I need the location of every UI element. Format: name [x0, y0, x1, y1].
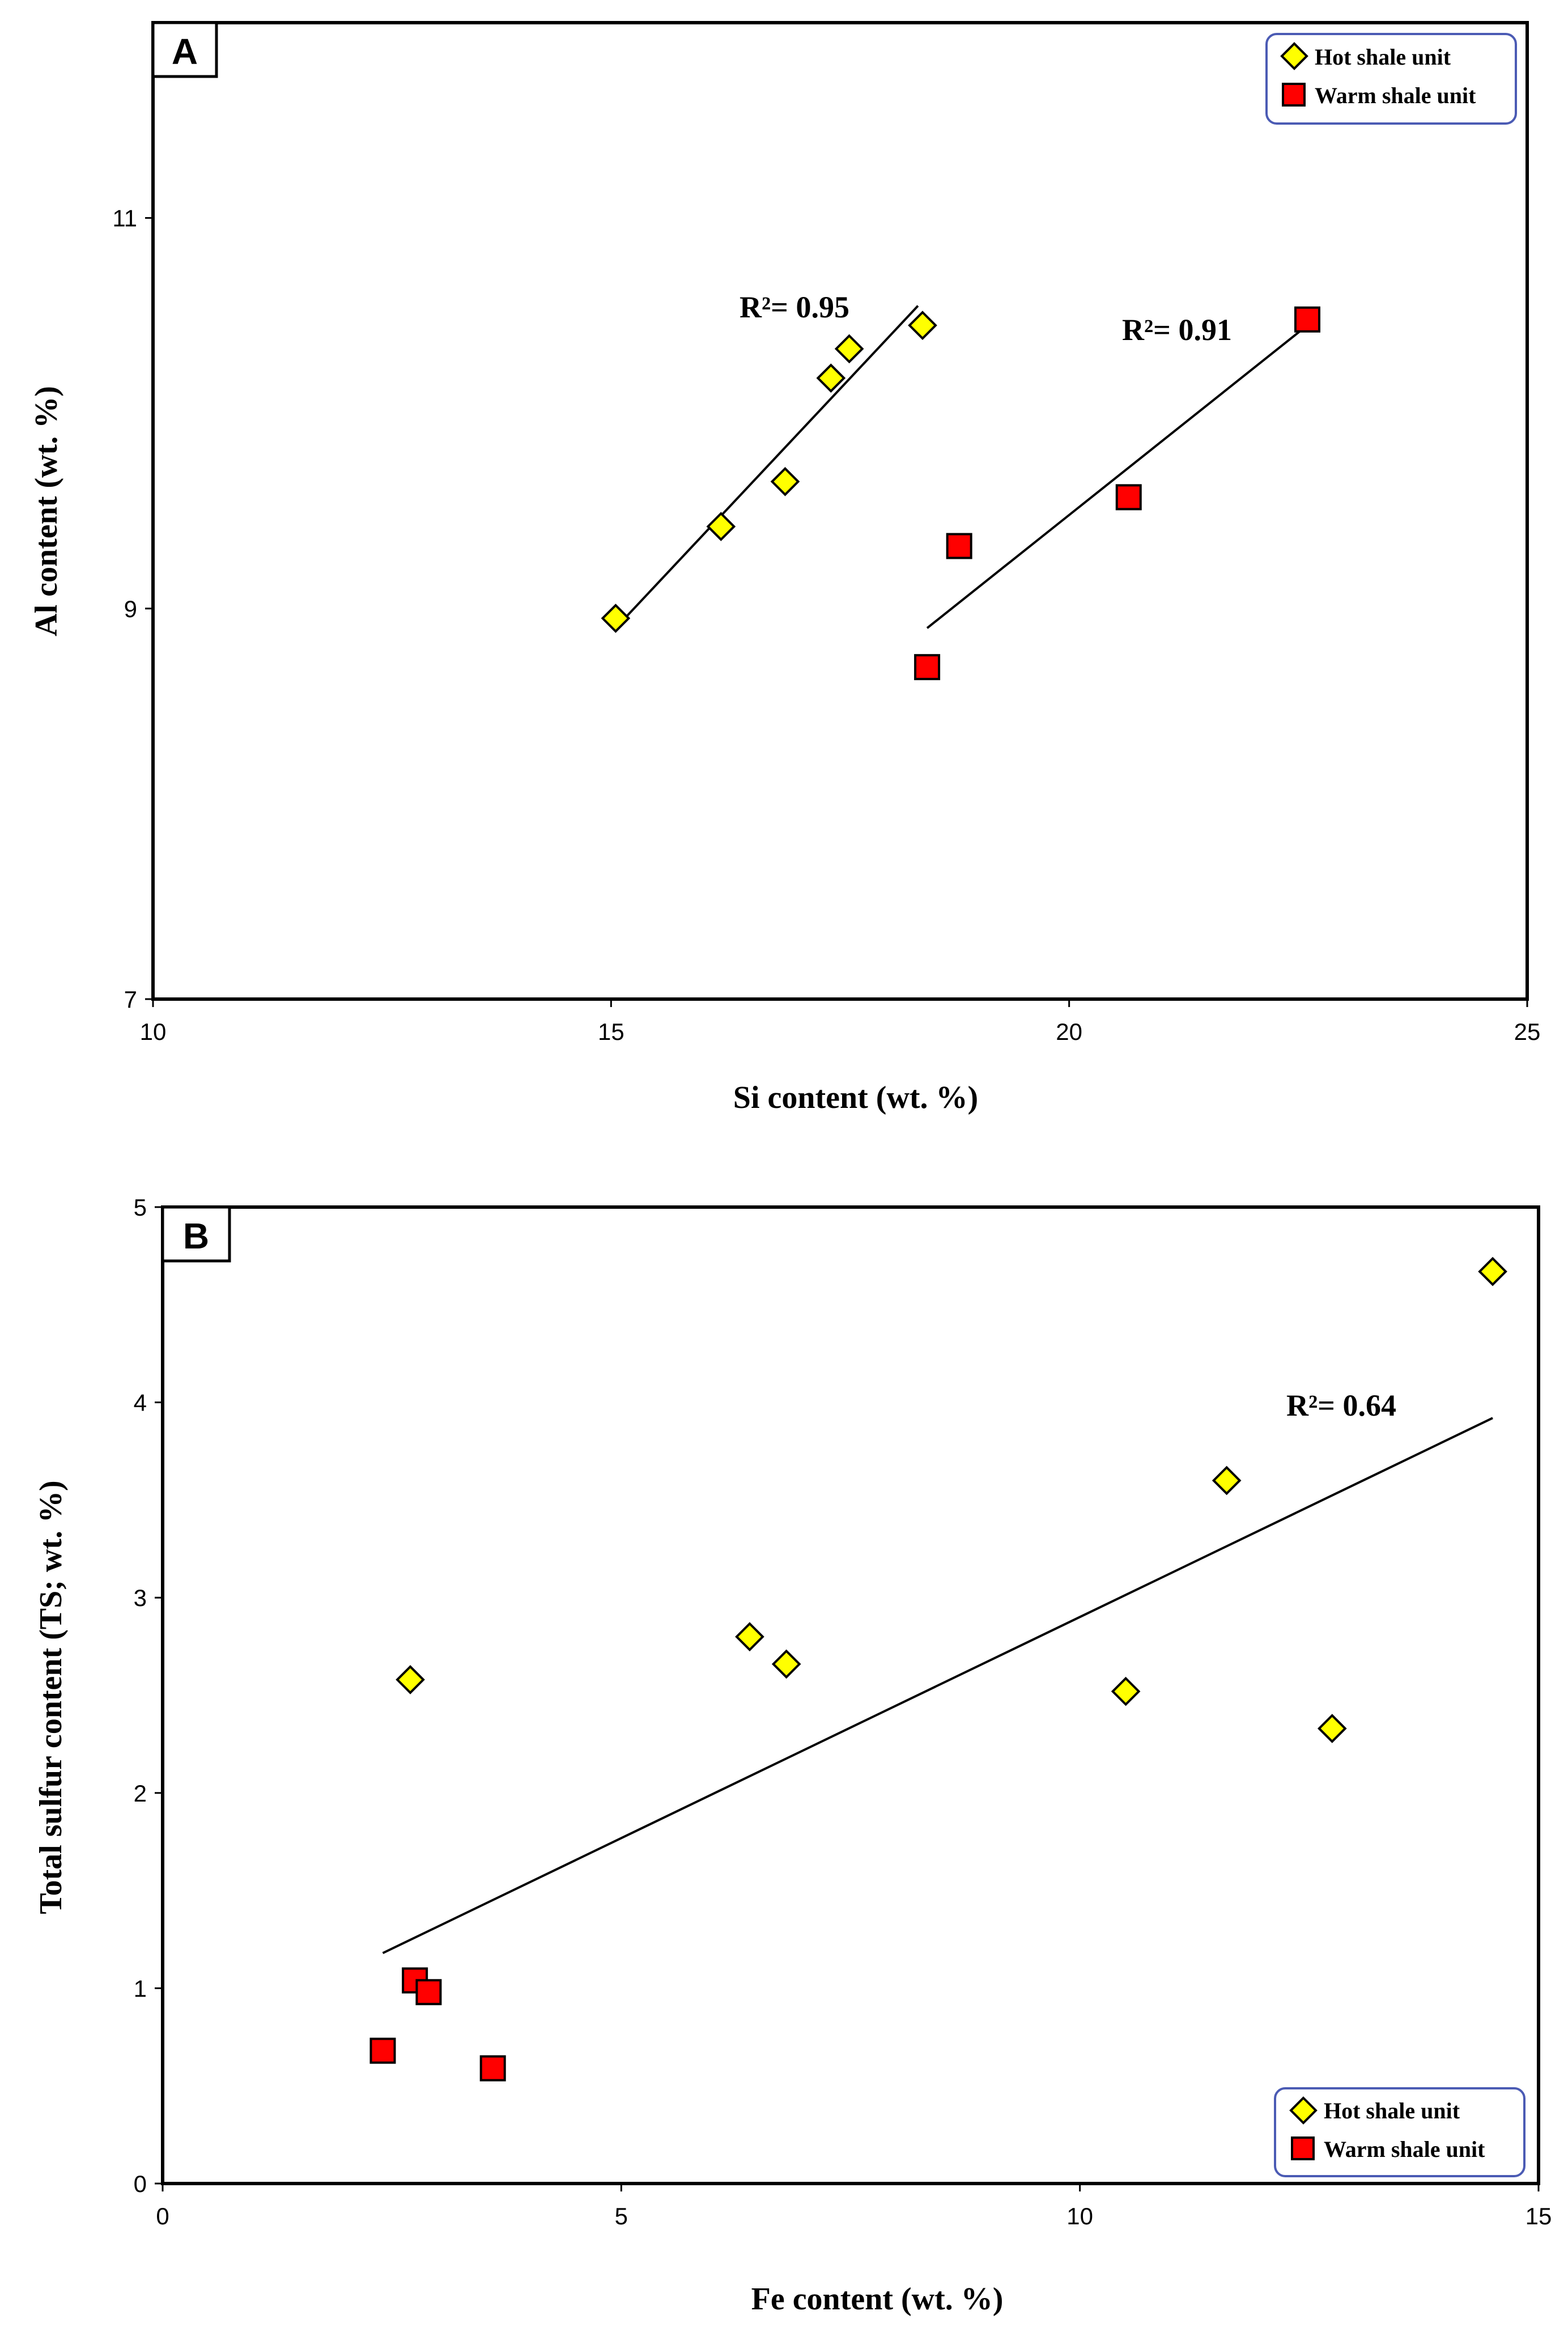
- panel-b-hot-shale-point: [396, 1665, 425, 1694]
- panel-a-legend-box: [1265, 33, 1517, 125]
- panel-a-letter: A: [172, 31, 198, 72]
- panel-a-chart: A 10 15 20 25 7 9 11 R²= 0.95 R²= 0.91 Si cont…: [29, 21, 1540, 1115]
- panel-a-trendline-hot: [614, 305, 919, 629]
- panel-b-chart: B 0 5 10 15 0 1 2 3 4 5 R²= 0.64 Fe content (wt. …: [33, 1194, 1552, 2317]
- panel-b-legend-hot-marker: [1289, 2096, 1318, 2125]
- panel-b-trendlines: [382, 1417, 1493, 1955]
- panel-b-letter: B: [183, 1216, 209, 1256]
- panel-a-r2-warm: R²= 0.91: [1122, 313, 1232, 347]
- panel-b-warm-shale-point: [369, 2037, 396, 2064]
- panel-a-x-tick-label: 20: [1056, 1018, 1082, 1045]
- panel-b-r2: R²= 0.64: [1286, 1388, 1396, 1422]
- panel-a-hot-shale-point: [908, 311, 937, 340]
- panel-b-legend-hot-label: Hot shale unit: [1324, 2098, 1460, 2123]
- panel-b-warm-shale-point: [479, 2055, 506, 2082]
- panel-a-legend-hot-label: Hot shale unit: [1315, 44, 1451, 70]
- panel-a-y-tick-label: 11: [112, 205, 137, 232]
- panel-b-plot-frame: [161, 1205, 1540, 2185]
- panel-b-hot-shale-point: [1317, 1714, 1347, 1743]
- panel-b-letter-box: [161, 1205, 231, 1263]
- panel-b-legend: Hot shale unit Warm shale unit: [1274, 2087, 1525, 2177]
- panel-b-hot-shale-point: [771, 1649, 801, 1679]
- panel-a-legend: Hot shale unit Warm shale unit: [1265, 33, 1517, 125]
- panel-a-y-tick-label: 9: [124, 596, 137, 622]
- panel-a-y-axis-title: Al content (wt. %): [29, 386, 64, 636]
- panel-b-x-tick-label: 5: [615, 2203, 628, 2229]
- panel-a-hot-shale-point: [770, 466, 800, 496]
- panel-b-y-tick-label: 5: [134, 1194, 147, 1221]
- panel-b-legend-warm-label: Warm shale unit: [1324, 2136, 1485, 2162]
- panel-b-x-axis-title: Fe content (wt. %): [751, 2282, 1004, 2317]
- panel-a-y-tick-label: 7: [124, 986, 137, 1013]
- panel-a-warm-shale-point: [914, 654, 941, 681]
- panel-a-legend-warm-label: Warm shale unit: [1315, 83, 1476, 108]
- panel-a-trendline-warm: [926, 324, 1308, 629]
- panel-b-hot-shale-point: [1111, 1676, 1141, 1706]
- panel-a-warm-shale-point: [946, 533, 972, 559]
- panel-b-warm-shale-point: [415, 1979, 442, 2006]
- panel-b-y-tick-label: 2: [134, 1780, 147, 1807]
- panel-a-warm-shale-point: [1294, 306, 1320, 333]
- panel-a-ticks: 10 15 20 25 7 9 11: [112, 205, 1540, 1045]
- panel-a-hot-shale-point: [706, 512, 736, 541]
- panel-a-trendlines: [614, 305, 1308, 629]
- panel-a-x-tick-label: 25: [1514, 1018, 1541, 1045]
- panel-b-x-tick-label: 10: [1066, 2203, 1093, 2229]
- panel-b-y-tick-label: 0: [134, 2170, 147, 2197]
- panel-a-letter-box: [151, 21, 218, 78]
- panel-b-hot-shale-point: [735, 1622, 764, 1651]
- panel-b-x-tick-label: 0: [156, 2203, 169, 2229]
- panel-a-plot-frame: [151, 21, 1529, 1001]
- panel-a-points: [601, 306, 1320, 681]
- panel-a-x-tick-label: 10: [140, 1018, 167, 1045]
- panel-a-hot-shale-point: [834, 334, 864, 364]
- panel-b-y-tick-label: 4: [134, 1390, 147, 1416]
- panel-a-r2-hot: R²= 0.95: [740, 290, 849, 324]
- panel-b-hot-shale-point: [1478, 1256, 1507, 1286]
- panel-a-x-axis-title: Si content (wt. %): [733, 1080, 978, 1115]
- panel-a-legend-warm-marker: [1282, 83, 1306, 107]
- panel-b-legend-box: [1274, 2087, 1525, 2177]
- panel-b-trendline: [382, 1417, 1493, 1955]
- panel-b-y-tick-label: 1: [134, 1975, 147, 2002]
- panel-b-ticks: 0 5 10 15 0 1 2 3 4 5: [134, 1194, 1552, 2229]
- panel-b-points: [369, 1256, 1507, 2082]
- panel-a-hot-shale-point: [816, 363, 846, 393]
- panel-b-y-tick-label: 3: [134, 1585, 147, 1611]
- panel-a-x-tick-label: 15: [598, 1018, 624, 1045]
- panel-b-x-tick-label: 15: [1525, 2203, 1552, 2229]
- panel-a-warm-shale-point: [1115, 484, 1142, 511]
- panel-b-hot-shale-point: [1212, 1466, 1242, 1496]
- panel-a-hot-shale-point: [601, 604, 631, 633]
- panel-b-y-axis-title: Total sulfur content (TS; wt. %): [33, 1480, 69, 1914]
- panel-a-legend-hot-marker: [1280, 42, 1308, 70]
- panel-b-legend-warm-marker: [1291, 2136, 1315, 2160]
